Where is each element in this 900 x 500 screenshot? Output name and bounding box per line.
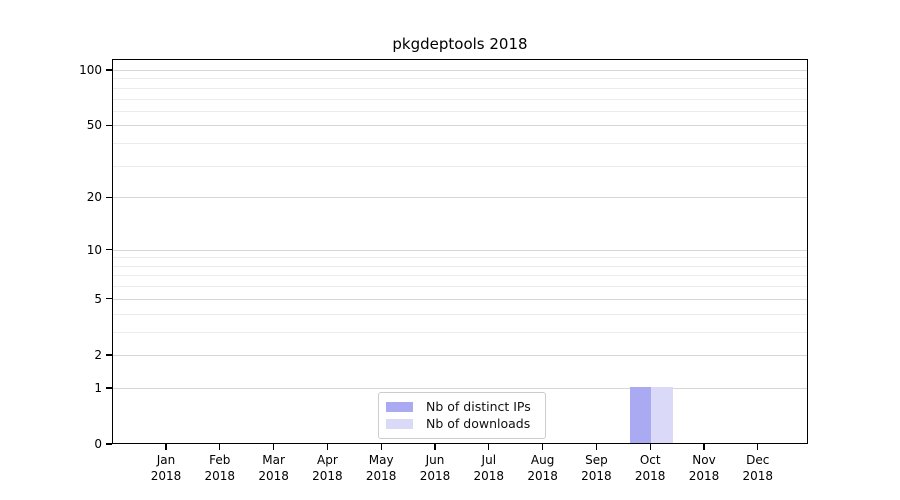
distinct-ips-swatch bbox=[386, 401, 413, 412]
y-tick-mark-100 bbox=[105, 69, 112, 71]
x-tick-mark-feb bbox=[219, 444, 221, 450]
bar-distinct-ips-oct bbox=[629, 386, 652, 443]
y-tick-mark-0 bbox=[105, 443, 112, 445]
x-tick-label-oct: Oct 2018 bbox=[634, 453, 666, 483]
y-tick-mark-5 bbox=[105, 298, 112, 300]
minor-gridline-40 bbox=[113, 143, 807, 145]
y-tick-label-1: 1 bbox=[94, 380, 102, 395]
major-gridline-1 bbox=[113, 387, 807, 389]
x-tick-mark-jan bbox=[165, 444, 167, 450]
major-gridline-5 bbox=[113, 298, 807, 300]
major-gridline-10 bbox=[113, 249, 807, 251]
x-tick-mark-oct bbox=[649, 444, 651, 450]
x-tick-label-mar: Mar 2018 bbox=[258, 453, 289, 483]
x-tick-mark-jul bbox=[488, 444, 490, 450]
y-tick-mark-1 bbox=[105, 387, 112, 389]
major-gridline-100 bbox=[113, 70, 807, 71]
x-tick-label-dec: Dec 2018 bbox=[742, 453, 774, 483]
x-tick-mark-mar bbox=[272, 444, 275, 450]
y-tick-label-20: 20 bbox=[86, 190, 102, 205]
y-tick-label-10: 10 bbox=[86, 242, 102, 257]
x-tick-label-jul: Jul 2018 bbox=[473, 453, 505, 483]
x-tick-label-may: May 2018 bbox=[365, 453, 397, 483]
legend-entry-distinct-ips: Nb of distinct IPs bbox=[386, 398, 536, 415]
legend-label-distinct-ips: Nb of distinct IPs bbox=[426, 399, 531, 414]
minor-gridline-60 bbox=[113, 110, 807, 112]
y-tick-label-100: 100 bbox=[79, 63, 102, 77]
y-tick-label-0: 0 bbox=[94, 437, 102, 451]
minor-gridline-30 bbox=[113, 165, 807, 167]
major-gridline-50 bbox=[113, 125, 807, 127]
minor-gridline-6 bbox=[113, 286, 807, 288]
minor-gridline-70 bbox=[113, 98, 807, 100]
x-tick-mark-nov bbox=[703, 444, 705, 450]
y-tick-mark-10 bbox=[105, 248, 112, 251]
x-tick-mark-aug bbox=[541, 444, 544, 450]
x-tick-mark-jun bbox=[434, 444, 436, 450]
minor-gridline-7 bbox=[113, 275, 807, 277]
legend: Nb of distinct IPs Nb of downloads bbox=[378, 392, 546, 439]
x-tick-mark-apr bbox=[326, 444, 329, 450]
x-tick-label-feb: Feb 2018 bbox=[204, 453, 236, 483]
x-tick-label-jan: Jan 2018 bbox=[150, 453, 182, 483]
major-gridline-20 bbox=[113, 197, 807, 199]
x-tick-label-nov: Nov 2018 bbox=[688, 453, 720, 483]
minor-gridline-90 bbox=[113, 78, 807, 80]
minor-gridline-8 bbox=[113, 265, 807, 267]
legend-entry-downloads: Nb of downloads bbox=[386, 415, 536, 432]
x-tick-mark-may bbox=[380, 444, 382, 450]
major-gridline-2 bbox=[113, 354, 807, 356]
minor-gridline-4 bbox=[113, 313, 807, 315]
minor-gridline-3 bbox=[113, 331, 807, 333]
x-tick-label-sep: Sep 2018 bbox=[581, 453, 612, 483]
y-tick-mark-50 bbox=[105, 124, 112, 127]
y-tick-label-2: 2 bbox=[94, 347, 102, 362]
y-tick-mark-20 bbox=[105, 196, 112, 198]
y-tick-label-50: 50 bbox=[86, 118, 102, 133]
plot-area: Nb of distinct IPs Nb of downloads bbox=[112, 59, 808, 444]
y-tick-mark-2 bbox=[105, 354, 112, 356]
x-tick-label-jun: Jun 2018 bbox=[419, 453, 451, 483]
x-tick-label-apr: Apr 2018 bbox=[312, 453, 343, 483]
minor-gridline-80 bbox=[113, 87, 807, 89]
minor-gridline-9 bbox=[113, 257, 807, 259]
x-tick-label-aug: Aug 2018 bbox=[527, 453, 558, 483]
bar-downloads-oct bbox=[651, 386, 673, 443]
x-tick-mark-dec bbox=[757, 444, 759, 450]
x-tick-mark-sep bbox=[595, 444, 598, 450]
legend-label-downloads: Nb of downloads bbox=[426, 416, 531, 431]
chart-title: pkgdeptools 2018 bbox=[392, 35, 528, 53]
y-tick-label-5: 5 bbox=[94, 291, 102, 306]
downloads-swatch bbox=[386, 418, 413, 429]
